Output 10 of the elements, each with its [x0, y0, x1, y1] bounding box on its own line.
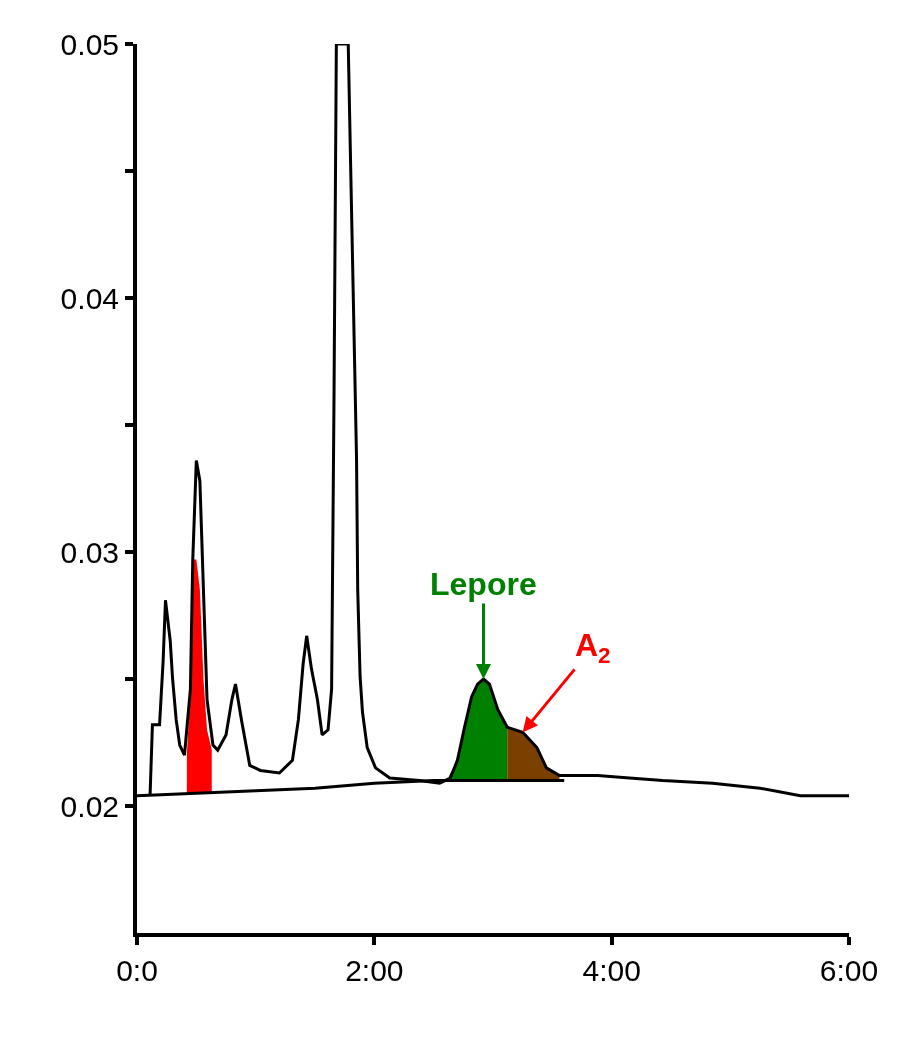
y-tick-label: 0.05: [60, 27, 119, 61]
annotation: Lepore: [430, 566, 537, 602]
x-tick-label: 2:00: [345, 954, 404, 987]
y-tick-label: 0.03: [60, 535, 119, 569]
y-tick-label: 0.02: [60, 789, 119, 823]
x-tick-label: 4:00: [582, 954, 641, 987]
y-tick-label: 0.04: [60, 281, 119, 315]
annotation: A$_{2}$: [575, 627, 611, 668]
x-tick-label: 6:00: [819, 954, 879, 987]
x-tick-label: 0:0: [116, 954, 158, 987]
